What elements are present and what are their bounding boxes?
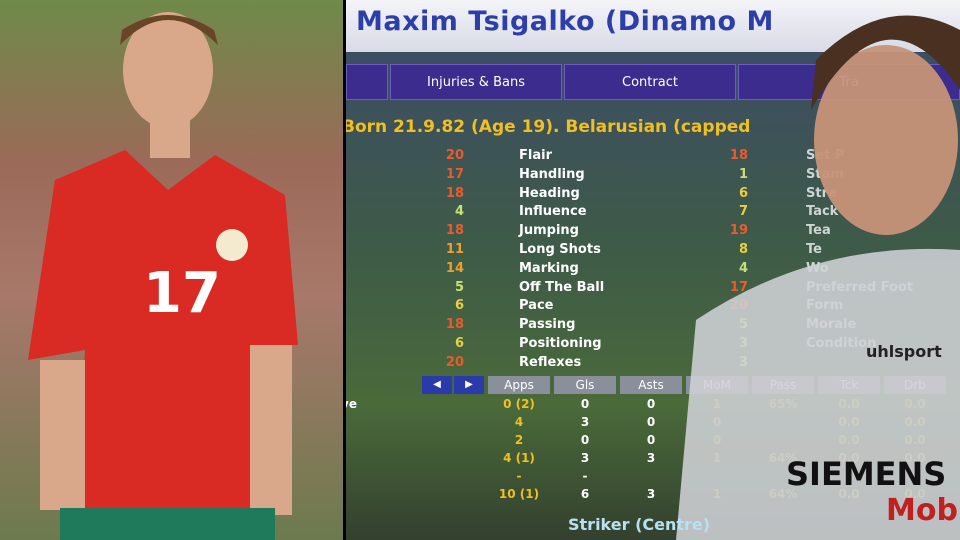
attribute-value: 4	[454, 204, 464, 220]
overlay-photo: uhlsport SIEMENS Mob	[676, 15, 960, 540]
stats-cell: 6	[580, 487, 590, 501]
sponsor: SIEMENS	[786, 455, 946, 493]
overlay-hair	[811, 15, 960, 111]
attribute-name: Marking	[519, 260, 579, 276]
overlay-face	[814, 45, 958, 235]
game-panel: Maxim Tsigalko (Dinamo M Born 21.9.82 (A…	[346, 0, 960, 540]
crest	[216, 229, 248, 261]
attribute-value: 20	[445, 148, 464, 163]
arm-right	[250, 345, 292, 515]
attribute-name: Off The Ball	[519, 279, 605, 295]
tab-blank[interactable]	[346, 64, 388, 100]
stats-header[interactable]: Asts	[620, 376, 682, 394]
nav-prev[interactable]: ◀	[422, 376, 452, 394]
attribute-value: 18	[445, 185, 464, 201]
stats-cell: 0	[580, 397, 590, 411]
neck	[150, 118, 190, 158]
player-photo: 17	[0, 0, 343, 540]
attribute-value: 8	[738, 242, 748, 257]
attribute-name: Influence	[519, 204, 587, 220]
stats-cell: 2	[514, 433, 524, 447]
attribute-name: Te	[806, 242, 822, 257]
attribute-value: 6	[454, 298, 464, 314]
nav-next[interactable]: ▶	[454, 376, 484, 394]
attribute-name: Pace	[519, 298, 554, 314]
stats-cell: 3	[580, 451, 590, 465]
stats-row-label: ve	[346, 397, 357, 411]
stats-cell: 0	[646, 415, 656, 429]
position: Striker (Centre)	[568, 515, 711, 534]
attribute-value: 14	[445, 260, 464, 276]
stats-cell: 3	[646, 487, 656, 501]
head	[123, 12, 213, 128]
stats-cell: -	[516, 469, 522, 483]
stats-cell: 10 (1)	[498, 487, 540, 501]
brand: uhlsport	[866, 342, 942, 361]
attribute-name: Jumping	[519, 223, 579, 239]
attribute-name: Heading	[519, 185, 580, 201]
tab[interactable]: Injuries & Bans	[390, 64, 562, 100]
stats-cell: 0	[580, 433, 590, 447]
stats-cell: 0	[646, 397, 656, 411]
attribute-name: Flair	[519, 148, 552, 163]
attribute-value: 11	[445, 242, 464, 257]
sponsor-2: Mob	[886, 493, 958, 528]
attribute-value: 18	[445, 223, 464, 239]
attribute-value: 17	[445, 166, 464, 182]
attribute-value: 1	[738, 166, 748, 182]
attribute-value: 5	[454, 279, 464, 295]
attribute-name: Handling	[519, 166, 585, 182]
stats-cell: 3	[646, 451, 656, 465]
stats-cell: 4	[514, 415, 524, 429]
stats-header[interactable]: Apps	[488, 376, 550, 394]
shorts	[60, 508, 275, 540]
stats-cell: 0	[646, 433, 656, 447]
attribute-value: 6	[454, 336, 464, 351]
attribute-value: 7	[738, 204, 748, 220]
stats-cell: 0 (2)	[503, 397, 535, 411]
stats-cell: -	[582, 469, 588, 483]
title-bar: Maxim Tsigalko (Dinamo M	[346, 0, 960, 52]
attribute-name: Passing	[519, 317, 576, 333]
hair	[120, 15, 218, 45]
shirt-number: 17	[143, 261, 221, 326]
attribute-value: 19	[729, 223, 748, 239]
stats-cell: 4 (1)	[503, 451, 535, 465]
stats-cell: 3	[580, 415, 590, 429]
attribute-value: 6	[738, 185, 748, 201]
attribute-value: 17	[729, 279, 748, 295]
attribute-name: Reflexes	[519, 354, 582, 370]
attribute-value: 18	[729, 148, 748, 163]
stats-header[interactable]: Gls	[554, 376, 616, 394]
photo-drawing: 17	[28, 12, 298, 540]
attribute-name: Long Shots	[519, 242, 601, 257]
attribute-value: 4	[738, 260, 748, 276]
attribute-name: Positioning	[519, 336, 602, 351]
attribute-value: 20	[445, 354, 464, 370]
player-info: Born 21.9.82 (Age 19). Belarusian (cappe…	[346, 117, 751, 137]
attribute-name: Tea	[806, 223, 831, 239]
overlay-shirt	[676, 248, 960, 540]
attribute-name: Tack	[806, 204, 839, 220]
tab[interactable]: Contract	[564, 64, 736, 100]
arm-left	[40, 360, 85, 510]
attribute-value: 18	[445, 317, 464, 333]
player-title: Maxim Tsigalko (Dinamo M	[356, 6, 774, 37]
